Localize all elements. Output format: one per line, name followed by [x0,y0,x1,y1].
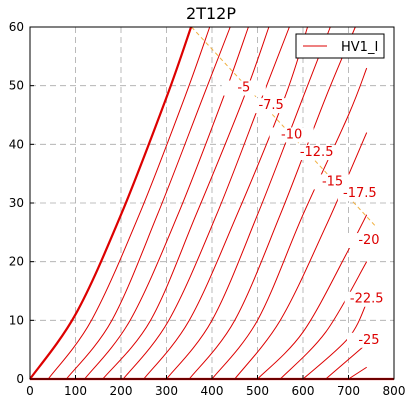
plate-curve [47,26,211,380]
plate-curve [325,343,368,380]
plate-curve [348,366,367,380]
plate-curve [143,26,309,380]
curve-label: -15 [322,174,343,189]
x-tick-label: 600 [292,384,315,398]
x-tick-label: 300 [155,384,178,398]
curve-layer [29,26,394,381]
curve-label: -25 [358,333,379,348]
y-tick-label: 40 [9,137,24,151]
x-tick-label: 400 [201,384,224,398]
curve-label-bg [346,233,391,249]
curve-label-bg [269,127,314,143]
curve-label: -22.5 [350,292,384,307]
y-tick-label: 60 [9,20,24,34]
curve-label: -20 [358,233,379,248]
plate-curve [279,261,368,380]
plate-curve [122,26,290,380]
curve-label: -17.5 [343,186,377,201]
legend-label: HV1_I [341,40,378,55]
plate-curve [257,214,368,380]
plate-curve [234,132,368,380]
plate-curve [84,26,249,380]
y-tick-label: 30 [9,196,24,210]
curve-label: -7.5 [258,98,283,113]
curve-label: -10 [281,127,302,142]
plate-curve [102,26,270,380]
x-tick-label: 100 [64,384,87,398]
x-tick-label: 700 [337,384,360,398]
curve-label-bg [346,332,391,348]
x-tick-label: 0 [26,384,34,398]
y-tick-label: 0 [16,372,24,386]
curve-label-bg [221,80,266,96]
tick-layer: 0 100 200 300 400 500 600 700 800 0 10 20 30 40 50 60 [9,20,406,398]
plate-curve [211,67,368,380]
curve-label-bg [310,174,355,190]
curve-label: -12.5 [300,145,334,160]
plate-curve [66,26,231,380]
y-tick-label: 10 [9,313,24,327]
curve-label: -5 [237,81,250,96]
plate-curve [188,26,356,380]
plate-curve [29,26,193,380]
curve-label-bg [294,145,339,161]
curve-label-bg [337,186,382,202]
x-tick-label: 200 [110,384,133,398]
y-tick-label: 50 [9,79,24,93]
x-tick-label: 500 [246,384,269,398]
x-tick-label: 800 [383,384,406,398]
y-tick-label: 20 [9,255,24,269]
curve-label-bg [344,291,389,307]
plate-curve [166,26,331,380]
curve-label-bg [249,98,294,114]
chart-title: 2T12P [186,4,236,23]
legend: HV1_I [295,33,385,59]
grid-layer [30,27,394,379]
label-layer: -5 -7.5 -10 -12.5 -15-17.5 -20 -22.5 -25 [221,80,391,348]
